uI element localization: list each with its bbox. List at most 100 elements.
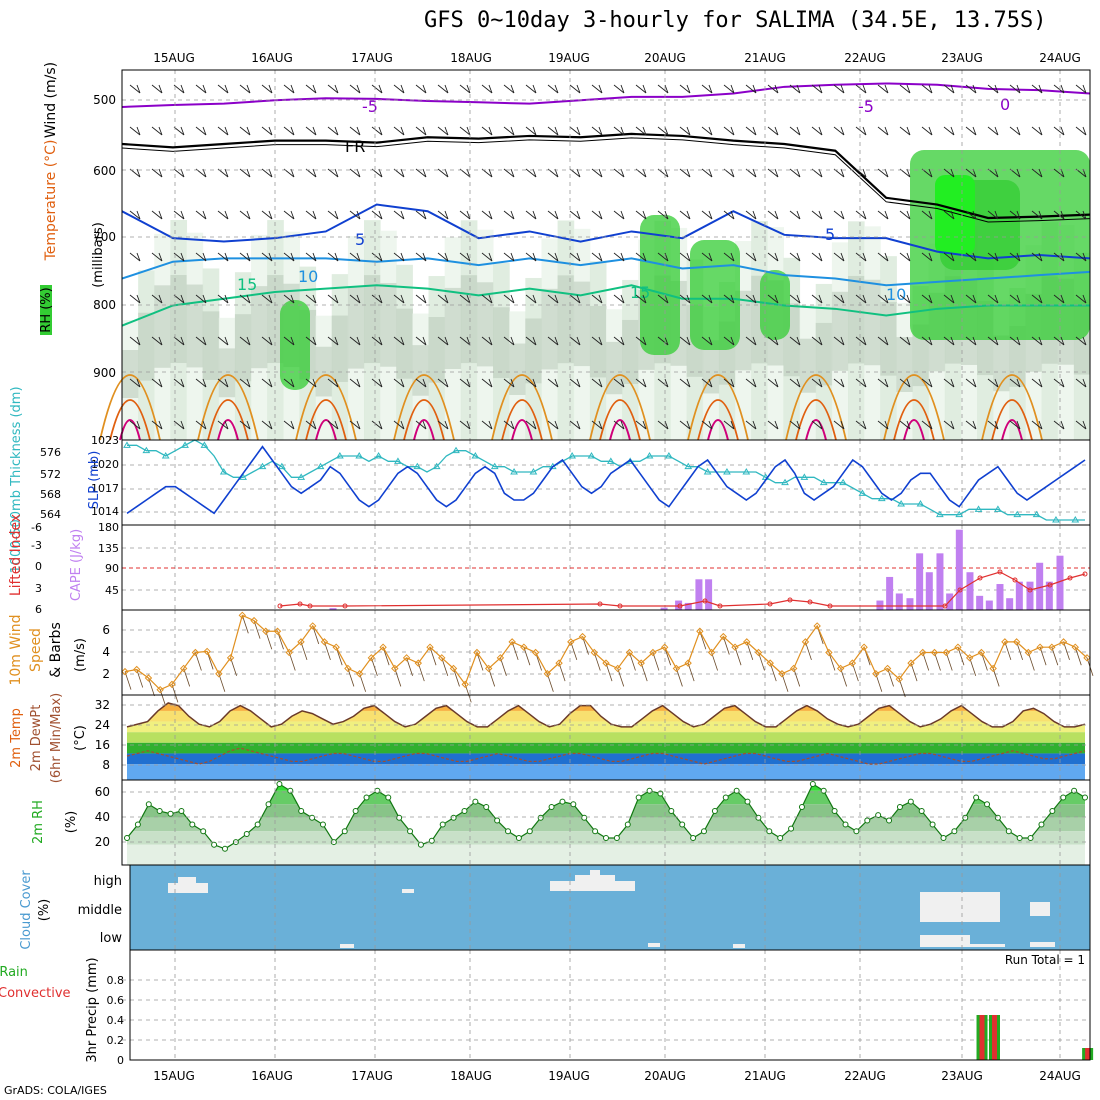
rh-shading: [880, 302, 897, 376]
pressure-tick-label: 900: [93, 366, 116, 380]
rh-marker: [134, 821, 141, 828]
li-marker: [957, 587, 963, 593]
wind-barb: [525, 336, 537, 346]
rh-shading: [606, 341, 623, 395]
date-label-bottom: 16AUG: [251, 1069, 293, 1083]
wind-barb: [591, 378, 603, 388]
cape-axis-label: CAPE (J/kg): [69, 529, 84, 601]
wind-barb: [547, 420, 559, 430]
wind-barb: [1027, 652, 1035, 671]
wind-barb: [547, 126, 559, 136]
wind-barb: [525, 126, 537, 136]
wind-barb: [349, 126, 361, 136]
wind-speed-marker: [825, 648, 833, 657]
thickness-marker: [142, 446, 151, 454]
thickness-marker: [587, 452, 596, 459]
thickness-marker: [935, 510, 944, 518]
wind-barb: [1075, 126, 1087, 136]
wind-speed-marker: [297, 638, 305, 646]
wind-barb: [429, 647, 437, 666]
wind-barb: [239, 378, 251, 388]
wind-barb: [349, 210, 361, 220]
precip-tick-label: 0.6: [107, 994, 125, 1007]
wind-barb: [921, 126, 933, 136]
wind-speed-marker: [883, 664, 892, 673]
temp-tick-label: 32: [95, 698, 110, 712]
wind-barb: [789, 294, 801, 304]
wind-barb: [613, 252, 625, 262]
wind-barb: [746, 641, 754, 661]
wind-speed-marker: [391, 664, 399, 673]
wind-barb: [723, 294, 735, 304]
rh-marker: [319, 821, 326, 828]
wind-speed-marker: [531, 648, 540, 657]
pressure-tick-label: 800: [93, 298, 116, 312]
li-tick-label: -3: [31, 539, 42, 552]
wind-barb: [679, 294, 691, 304]
wind-speed-marker: [895, 675, 904, 683]
precip-run-total: Run Total = 1: [1005, 953, 1085, 967]
wind-barb: [745, 126, 757, 136]
wind-barb: [945, 652, 953, 671]
wind-barb: [679, 84, 691, 94]
wind-barb: [833, 252, 845, 262]
wind-speed-marker: [614, 664, 622, 673]
rh-shading: [509, 343, 526, 395]
wind-speed-marker: [379, 643, 387, 651]
wind-barb: [745, 378, 757, 388]
wind-axis-label-3: & Barbs: [48, 622, 64, 678]
wind-barb: [1009, 294, 1021, 304]
wind-barb: [734, 647, 742, 666]
wind-barb: [921, 336, 933, 346]
wind-barb: [723, 378, 735, 388]
li-marker: [827, 603, 833, 609]
rh-marker: [515, 835, 522, 842]
wind-barb: [840, 668, 848, 687]
wind-barb: [371, 420, 383, 430]
wind-barb: [591, 168, 603, 178]
wind-barb: [195, 294, 207, 304]
wind-barb: [217, 84, 229, 94]
wind-barb: [899, 126, 911, 136]
rh-shading: [396, 308, 413, 379]
wind-barb: [910, 662, 918, 682]
wind-barb: [129, 84, 141, 94]
wind-barb: [437, 126, 449, 136]
date-label-top: 19AUG: [548, 51, 590, 65]
rh-shading: [251, 286, 268, 369]
isotherm-30: [511, 419, 533, 441]
rh-shading: [864, 279, 881, 366]
wind-barb: [239, 336, 251, 346]
wind-barb: [1053, 420, 1065, 430]
cape-bar: [1006, 598, 1014, 610]
rh-shading: [412, 345, 430, 396]
rh-tick-label: 40: [95, 810, 110, 824]
cape-bar: [985, 600, 993, 610]
wind-barb: [569, 294, 581, 304]
rh-shading: [848, 275, 865, 364]
wind-barb: [957, 647, 965, 666]
slp-tick-label: 1014: [91, 505, 119, 518]
wind-barb: [217, 378, 229, 388]
wind-barb: [327, 210, 339, 220]
wind-barb: [723, 210, 735, 220]
wind-barb: [701, 420, 713, 430]
wind-barb: [613, 126, 625, 136]
isotherm-10: [121, 257, 1091, 287]
wind-barb: [569, 84, 581, 94]
wind-barb: [679, 126, 691, 136]
wind-barb: [1009, 84, 1021, 94]
wind-barb: [613, 84, 625, 94]
contour-label: 15: [630, 283, 650, 302]
wind-barb: [371, 84, 383, 94]
isotherm-30: [609, 419, 631, 441]
rh-shading: [347, 287, 365, 369]
cloud-level-label: high: [94, 874, 122, 889]
wind-barb: [605, 662, 613, 682]
cape-bar: [1036, 562, 1044, 610]
wind-barb: [767, 252, 779, 262]
wind-barb: [151, 294, 163, 304]
rh-marker: [363, 794, 370, 801]
wind-speed-marker: [344, 664, 352, 673]
wind-barb: [305, 126, 317, 136]
